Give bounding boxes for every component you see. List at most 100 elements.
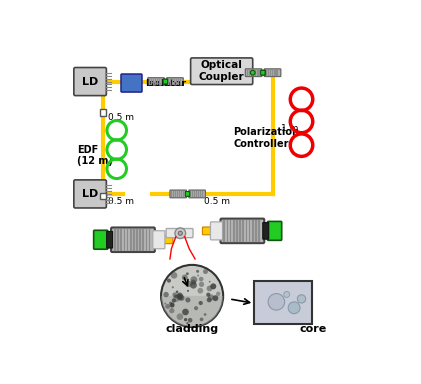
- Bar: [172, 79, 173, 84]
- Bar: [252, 220, 253, 242]
- FancyBboxPatch shape: [111, 227, 155, 252]
- Circle shape: [167, 278, 171, 283]
- Circle shape: [187, 322, 189, 324]
- Bar: [255, 220, 257, 242]
- Circle shape: [203, 269, 208, 274]
- Text: EDF
(12 m): EDF (12 m): [77, 145, 113, 166]
- Circle shape: [188, 318, 192, 323]
- Bar: [202, 191, 203, 197]
- Bar: [161, 79, 162, 84]
- Bar: [272, 70, 273, 76]
- Bar: [123, 229, 125, 250]
- Bar: [173, 191, 174, 197]
- Circle shape: [170, 303, 175, 308]
- Circle shape: [176, 293, 183, 299]
- Circle shape: [190, 282, 197, 289]
- FancyBboxPatch shape: [185, 192, 190, 196]
- FancyBboxPatch shape: [210, 222, 223, 240]
- Circle shape: [176, 291, 179, 293]
- Bar: [174, 79, 175, 84]
- Circle shape: [165, 304, 170, 309]
- FancyBboxPatch shape: [74, 180, 107, 208]
- Circle shape: [177, 294, 183, 300]
- Circle shape: [184, 318, 187, 321]
- Text: 0.5 m: 0.5 m: [108, 113, 134, 122]
- Circle shape: [194, 306, 198, 310]
- Bar: [159, 79, 160, 84]
- Circle shape: [175, 228, 186, 238]
- Bar: [179, 191, 180, 197]
- Text: 1 m: 1 m: [281, 124, 298, 133]
- Circle shape: [191, 280, 196, 285]
- Circle shape: [196, 270, 199, 273]
- Bar: [155, 79, 156, 84]
- Circle shape: [206, 293, 210, 297]
- Bar: [230, 220, 232, 242]
- Circle shape: [213, 295, 218, 301]
- Bar: [258, 220, 260, 242]
- Bar: [194, 191, 195, 197]
- Circle shape: [288, 302, 300, 314]
- Bar: [242, 220, 244, 242]
- Bar: [277, 70, 278, 76]
- Circle shape: [207, 297, 212, 302]
- Bar: [99, 193, 106, 199]
- Bar: [249, 70, 250, 76]
- Bar: [226, 220, 228, 242]
- FancyBboxPatch shape: [189, 190, 205, 198]
- Circle shape: [187, 290, 189, 292]
- FancyBboxPatch shape: [163, 79, 168, 84]
- Circle shape: [197, 288, 203, 294]
- Bar: [250, 70, 252, 76]
- Circle shape: [169, 301, 172, 305]
- Circle shape: [250, 70, 255, 75]
- Bar: [181, 191, 182, 197]
- Bar: [255, 70, 256, 76]
- FancyBboxPatch shape: [170, 190, 187, 198]
- Bar: [192, 191, 193, 197]
- FancyBboxPatch shape: [74, 68, 107, 96]
- FancyBboxPatch shape: [203, 227, 212, 235]
- Bar: [170, 79, 171, 84]
- Bar: [114, 229, 116, 250]
- Bar: [268, 70, 269, 76]
- Circle shape: [199, 301, 203, 305]
- Circle shape: [172, 286, 174, 288]
- FancyBboxPatch shape: [267, 222, 282, 240]
- Bar: [171, 191, 173, 197]
- Circle shape: [171, 272, 177, 279]
- Circle shape: [297, 295, 306, 303]
- Bar: [120, 229, 122, 250]
- Bar: [142, 229, 144, 250]
- Circle shape: [179, 295, 184, 301]
- FancyBboxPatch shape: [163, 79, 168, 84]
- FancyBboxPatch shape: [93, 230, 108, 249]
- Bar: [178, 79, 179, 84]
- FancyBboxPatch shape: [191, 58, 253, 84]
- Circle shape: [208, 294, 214, 301]
- Bar: [256, 70, 258, 76]
- Bar: [198, 191, 199, 197]
- Text: cladding: cladding: [165, 324, 218, 334]
- Bar: [249, 220, 250, 242]
- Bar: [153, 79, 154, 84]
- Bar: [253, 70, 254, 76]
- Bar: [157, 79, 158, 84]
- Circle shape: [178, 231, 182, 235]
- Text: Isolator: Isolator: [145, 79, 186, 88]
- Bar: [146, 229, 147, 250]
- Circle shape: [197, 275, 199, 276]
- Circle shape: [204, 313, 206, 316]
- Bar: [149, 79, 150, 84]
- Bar: [275, 70, 277, 76]
- FancyBboxPatch shape: [186, 192, 190, 196]
- Bar: [99, 109, 106, 116]
- Bar: [239, 220, 241, 242]
- Circle shape: [284, 291, 290, 297]
- Bar: [133, 229, 135, 250]
- Bar: [183, 191, 184, 197]
- FancyBboxPatch shape: [261, 70, 265, 75]
- Bar: [151, 79, 152, 84]
- Bar: [266, 70, 267, 76]
- Bar: [176, 79, 177, 84]
